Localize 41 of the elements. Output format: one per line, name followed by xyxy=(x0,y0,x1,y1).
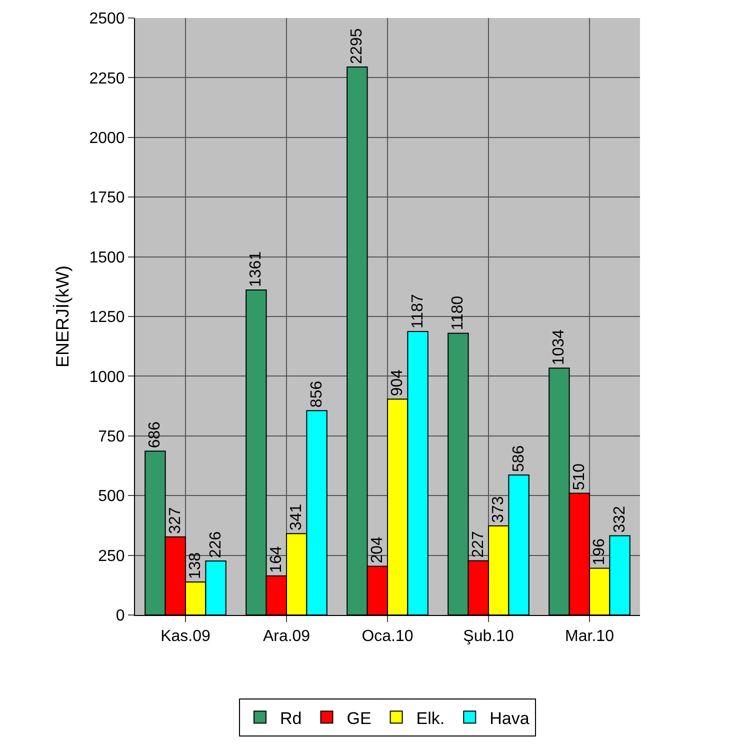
y-tick-label: 2000 xyxy=(89,130,125,147)
legend-label: Rd xyxy=(280,708,302,728)
y-tick-label: 1250 xyxy=(89,309,125,326)
y-tick-label: 2250 xyxy=(89,70,125,88)
y-axis-title: ENERJİ(kW) xyxy=(52,266,72,368)
y-tick-label: 0 xyxy=(116,608,125,625)
y-tick-label: 1000 xyxy=(89,368,125,386)
y-tick-label: 750 xyxy=(98,428,125,446)
data-label: 164 xyxy=(268,546,285,573)
data-label: 2295 xyxy=(348,28,366,64)
data-label: 373 xyxy=(490,496,508,523)
data-label: 586 xyxy=(510,445,528,472)
data-label: 341 xyxy=(288,504,306,531)
data-label: 204 xyxy=(368,536,386,564)
y-tick-label: 1750 xyxy=(89,190,125,207)
data-label: 227 xyxy=(470,530,487,558)
data-label: 1034 xyxy=(550,329,568,366)
x-tick-label: Şub.10 xyxy=(463,628,514,646)
data-label: 332 xyxy=(611,506,628,533)
data-label: 686 xyxy=(146,421,164,448)
x-tick-label: Oca.10 xyxy=(362,628,414,646)
legend-label: Elk. xyxy=(416,708,445,728)
data-label: 904 xyxy=(389,369,406,396)
x-tick-label: Ara.09 xyxy=(262,628,310,646)
y-tick-label: 250 xyxy=(98,548,125,565)
data-label: 1187 xyxy=(409,294,426,329)
y-tick-label: 1500 xyxy=(89,249,125,266)
y-tick-label: 500 xyxy=(98,488,125,506)
data-label: 510 xyxy=(570,463,588,490)
data-label: 327 xyxy=(166,507,184,534)
data-label: 138 xyxy=(187,552,204,580)
y-tick-label: 2500 xyxy=(89,10,125,28)
data-label: 196 xyxy=(591,538,608,566)
x-tick-label: Kas.09 xyxy=(160,628,211,646)
data-label: 1361 xyxy=(248,251,265,287)
x-tick-label: Mar.10 xyxy=(565,628,614,646)
data-label: 856 xyxy=(308,380,326,408)
legend-label: GE xyxy=(346,708,372,728)
data-label: 1180 xyxy=(450,296,467,330)
data-label: 226 xyxy=(207,531,224,558)
legend-label: Hava xyxy=(490,708,530,728)
